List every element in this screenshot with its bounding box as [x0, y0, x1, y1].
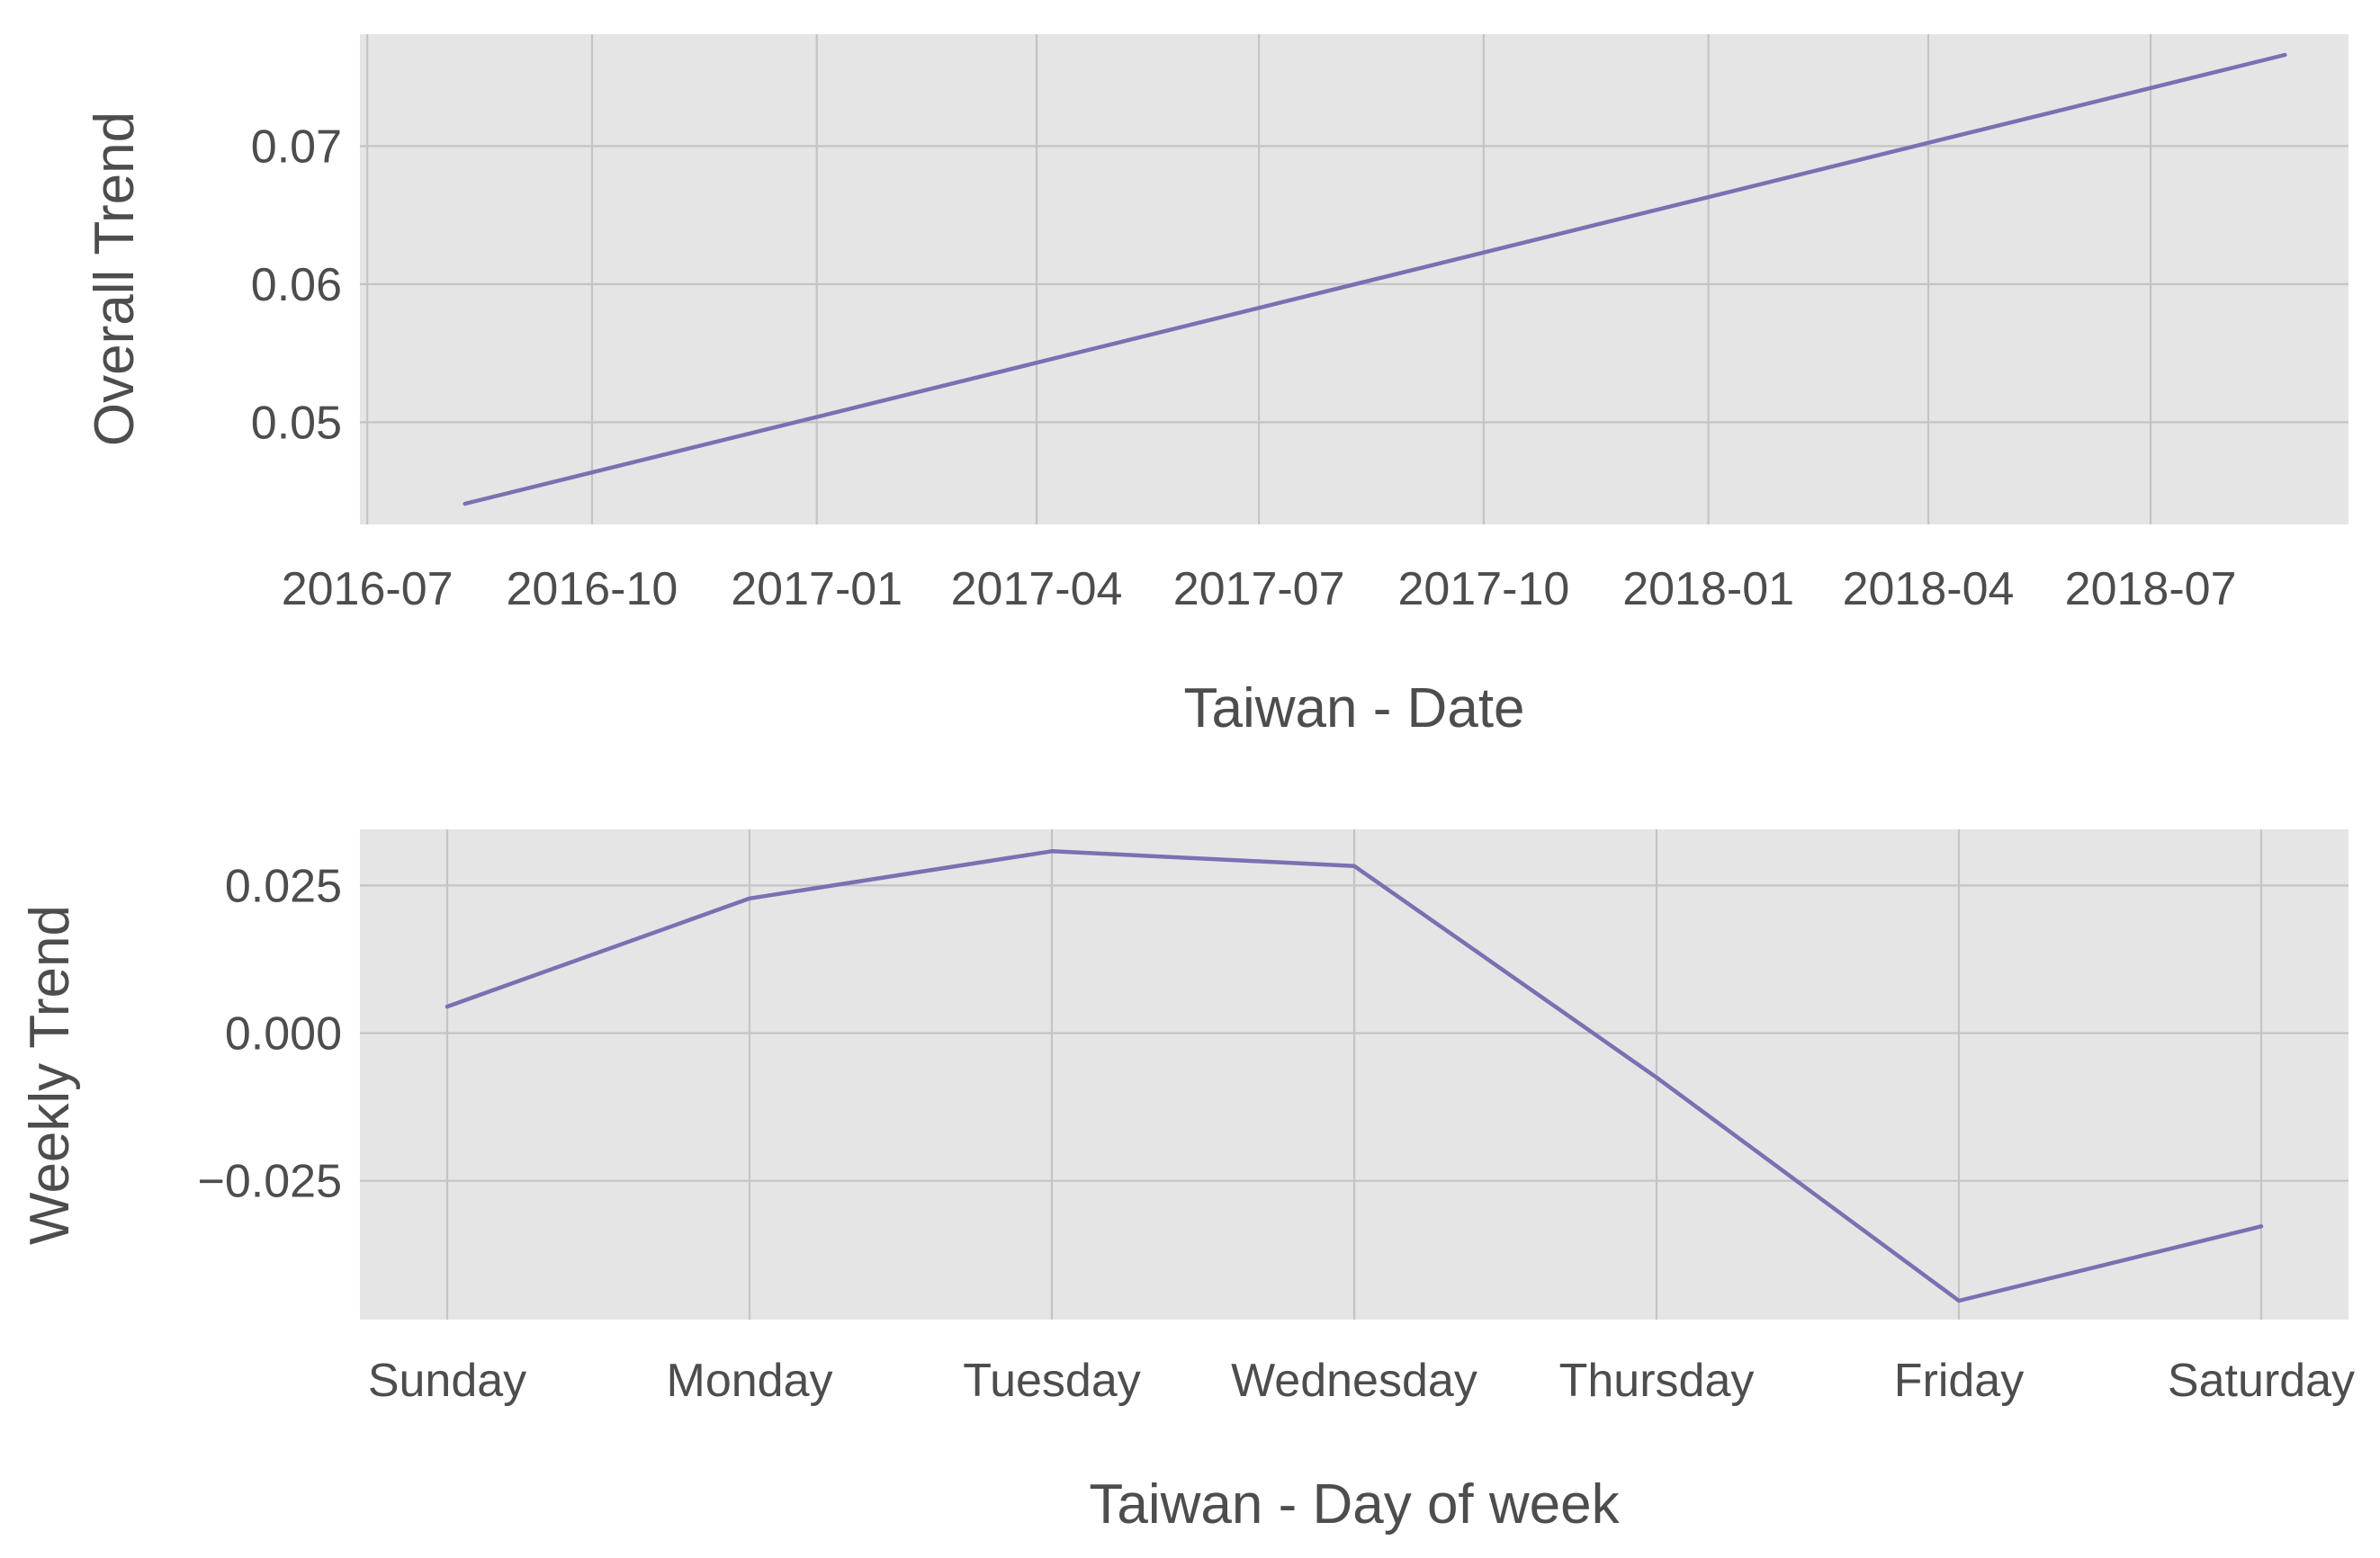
y-tick-label: 0.06: [251, 259, 342, 311]
y-tick-label: 0.07: [251, 121, 342, 173]
weekly-trend-chart: Sunday Monday Tuesday Wednesday Thursday Frid…: [19, 829, 2355, 1536]
gridlines: [360, 829, 2349, 1320]
y-tick-labels: 0.025 0.000 −0.025: [198, 860, 343, 1207]
series-line: [445, 849, 2264, 1303]
x-tick-label: 2017-10: [1397, 563, 1569, 615]
y-tick-label: 0.05: [251, 397, 342, 449]
x-tick-label: Tuesday: [963, 1355, 1141, 1407]
x-tick-label: Monday: [667, 1355, 833, 1407]
y-tick-label: −0.025: [198, 1156, 343, 1208]
plot-area: [360, 34, 2349, 524]
x-tick-label: 2017-01: [731, 563, 903, 615]
series-line: [463, 52, 2287, 506]
x-tick-label: Friday: [1894, 1355, 2024, 1407]
x-tick-label: Wednesday: [1231, 1355, 1477, 1407]
y-axis-label: Weekly Trend: [19, 905, 81, 1245]
y-tick-labels: 0.05 0.06 0.07: [251, 121, 342, 449]
x-tick-label: 2018-07: [2065, 563, 2237, 615]
x-tick-labels: 2016-07 2016-10 2017-01 2017-04 2017-07 2017-…: [282, 563, 2237, 615]
y-tick-label: 0.000: [225, 1008, 342, 1061]
x-tick-label: Saturday: [2168, 1355, 2355, 1407]
overall-trend-chart: 2016-07 2016-10 2017-01 2017-04 2017-07 2017-…: [84, 34, 2349, 739]
x-tick-label: 2017-04: [951, 563, 1123, 615]
y-axis-label: Overall Trend: [84, 112, 146, 446]
x-tick-label: 2018-01: [1622, 563, 1794, 615]
series-layer: [463, 52, 2287, 506]
x-tick-label: Thursday: [1559, 1355, 1755, 1407]
x-tick-label: 2018-04: [1843, 563, 2015, 615]
gridlines: [360, 34, 2349, 524]
x-tick-label: 2017-07: [1173, 563, 1345, 615]
x-tick-label: Sunday: [368, 1355, 526, 1407]
x-axis-label: Taiwan - Date: [1183, 677, 1524, 739]
x-tick-labels: Sunday Monday Tuesday Wednesday Thursday Frid…: [368, 1355, 2355, 1407]
x-tick-label: 2016-07: [282, 563, 454, 615]
series-layer: [445, 849, 2264, 1303]
x-axis-label: Taiwan - Day of week: [1089, 1473, 1620, 1536]
x-tick-label: 2016-10: [507, 563, 678, 615]
y-tick-label: 0.025: [225, 860, 342, 912]
